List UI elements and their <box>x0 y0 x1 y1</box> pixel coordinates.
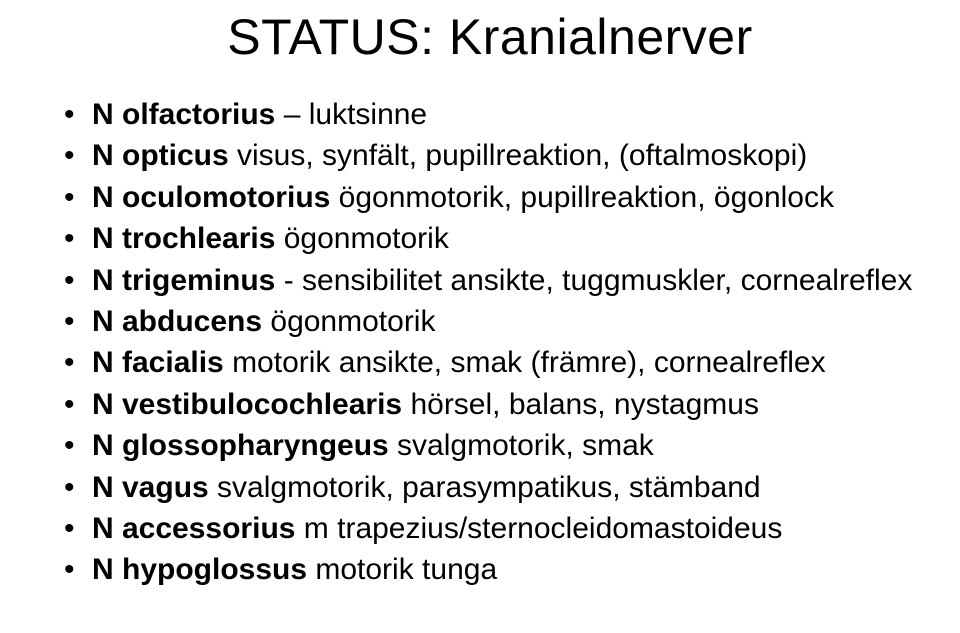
list-item: N olfactorius – luktsinne <box>60 94 920 135</box>
list-item: N glossopharyngeus svalgmotorik, smak <box>60 425 920 466</box>
term: N olfactorius <box>92 98 275 131</box>
list-item: N trochlearis ögonmotorik <box>60 218 920 259</box>
term: N facialis <box>92 346 224 379</box>
list-item: N accessorius m trapezius/sternocleidoma… <box>60 508 920 549</box>
rest: - sensibilitet ansikte, tuggmuskler, cor… <box>275 264 912 297</box>
rest: motorik ansikte, smak (främre), cornealr… <box>224 346 826 379</box>
term: N abducens <box>92 305 262 338</box>
term: N vestibulocochlearis <box>92 388 402 421</box>
term: N glossopharyngeus <box>92 429 389 462</box>
term: N oculomotorius <box>92 181 330 214</box>
list-item: N trigeminus - sensibilitet ansikte, tug… <box>60 260 920 301</box>
list-item: N vagus svalgmotorik, parasympatikus, st… <box>60 467 920 508</box>
rest: m trapezius/sternocleidomastoideus <box>295 512 782 545</box>
bullet-list: N olfactorius – luktsinne N opticus visu… <box>60 94 920 591</box>
term: N hypoglossus <box>92 553 307 586</box>
rest: ögonmotorik <box>262 305 435 338</box>
rest: ögonmotorik, pupillreaktion, ögonlock <box>330 181 834 214</box>
rest: ögonmotorik <box>275 222 448 255</box>
list-item: N opticus visus, synfält, pupillreaktion… <box>60 135 920 176</box>
list-item: N abducens ögonmotorik <box>60 301 920 342</box>
list-item: N facialis motorik ansikte, smak (främre… <box>60 342 920 383</box>
term: N opticus <box>92 139 229 172</box>
slide: STATUS: Kranialnerver N olfactorius – lu… <box>0 0 960 633</box>
rest: visus, synfält, pupillreaktion, (oftalmo… <box>229 139 808 172</box>
rest: – luktsinne <box>275 98 427 131</box>
rest: svalgmotorik, smak <box>389 429 654 462</box>
rest: motorik tunga <box>307 553 497 586</box>
list-item: N vestibulocochlearis hörsel, balans, ny… <box>60 384 920 425</box>
list-item: N hypoglossus motorik tunga <box>60 549 920 590</box>
slide-title: STATUS: Kranialnerver <box>60 8 920 66</box>
term: N trochlearis <box>92 222 275 255</box>
term: N trigeminus <box>92 264 275 297</box>
rest: hörsel, balans, nystagmus <box>402 388 759 421</box>
rest: svalgmotorik, parasympatikus, stämband <box>209 471 761 504</box>
term: N accessorius <box>92 512 295 545</box>
term: N vagus <box>92 471 209 504</box>
list-item: N oculomotorius ögonmotorik, pupillreakt… <box>60 177 920 218</box>
